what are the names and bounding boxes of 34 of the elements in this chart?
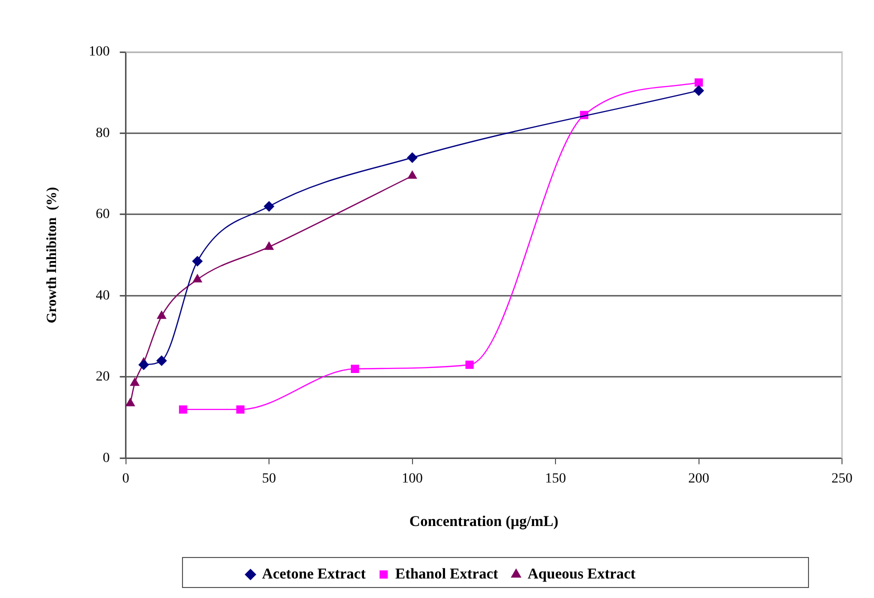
x-tick-label: 150 [545, 471, 566, 486]
point [178, 405, 188, 414]
y-tick-label: 0 [102, 450, 110, 466]
x-tick-label: 200 [688, 471, 710, 486]
point [156, 356, 167, 366]
x-tick-label: 0 [122, 471, 130, 486]
y-tick-label: 40 [96, 288, 110, 304]
point [465, 360, 474, 369]
y-tick-label: 60 [96, 207, 110, 222]
y-tick-label: 20 [96, 370, 110, 385]
point [192, 274, 202, 282]
legend-label: Ethanol Extract [395, 566, 498, 582]
point [350, 364, 360, 373]
point [236, 405, 245, 414]
x-tick-label: 250 [832, 471, 852, 486]
y-tick-label: 80 [96, 126, 110, 141]
point [694, 78, 703, 87]
y-tick-label: 100 [88, 44, 110, 60]
point [126, 398, 135, 406]
point [407, 152, 418, 163]
point [264, 201, 274, 212]
point [130, 378, 140, 386]
x-tick-label: 50 [262, 471, 276, 486]
point [192, 256, 203, 266]
point [694, 85, 704, 96]
legend-label: Acetone Extract [262, 566, 366, 582]
point [138, 360, 149, 370]
point [408, 170, 417, 179]
legend-label: Aqueous Extract [528, 566, 636, 582]
y-axis-title: Growth Inhibiton (%) [45, 186, 60, 324]
x-tick-label: 100 [402, 471, 423, 486]
point [157, 310, 166, 319]
point [264, 242, 274, 250]
x-axis-title: Concentration (µg/mL) [409, 514, 558, 530]
